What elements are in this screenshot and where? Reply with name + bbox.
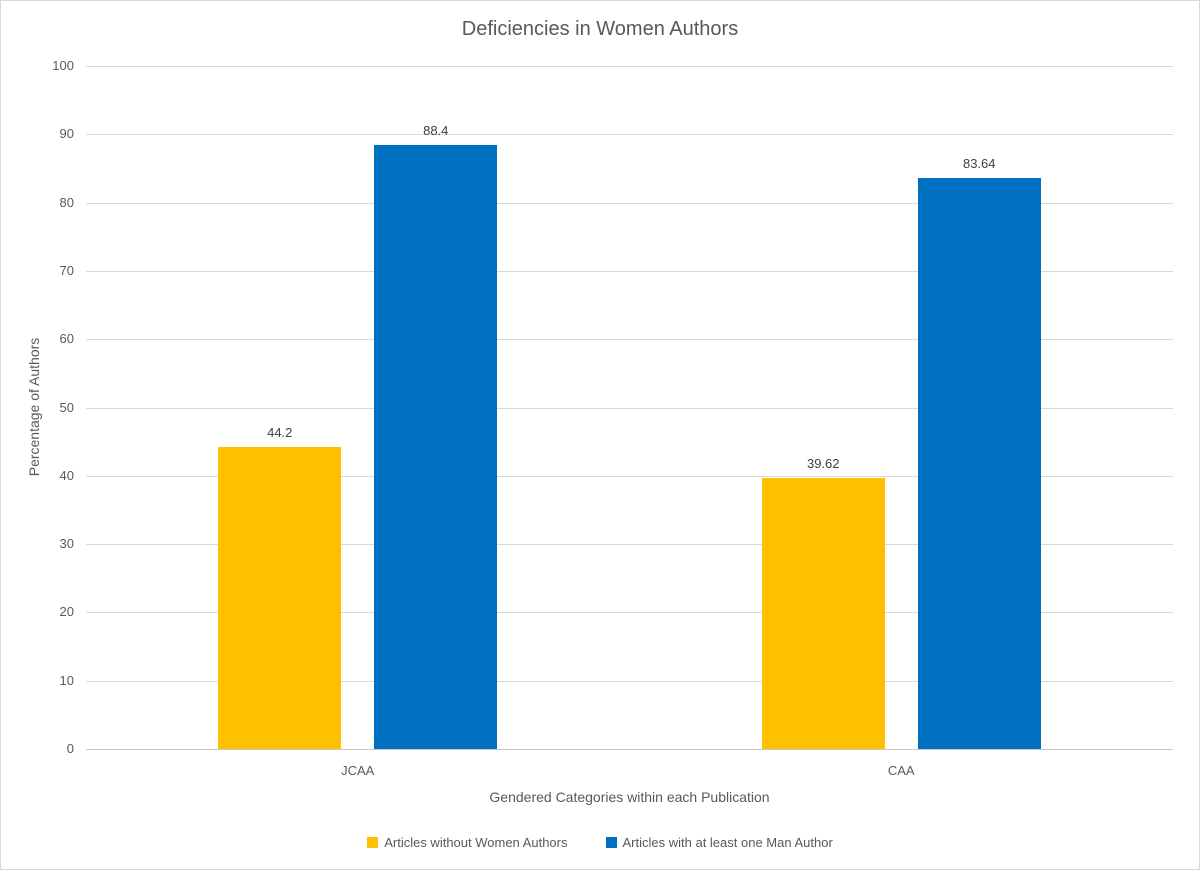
gridline — [86, 339, 1173, 341]
y-tick-label: 100 — [52, 58, 74, 73]
x-axis-title: Gendered Categories within each Publicat… — [489, 789, 770, 805]
y-tick-label: 50 — [59, 399, 74, 415]
data-label: 44.2 — [267, 425, 293, 441]
gridline — [86, 66, 1173, 67]
bar-caa-series-1 — [761, 478, 885, 749]
x-axis-line — [86, 749, 1173, 750]
y-tick-label: 30 — [59, 536, 74, 552]
legend-label: Articles with at least one Man Author — [622, 835, 833, 850]
gridline — [86, 134, 1173, 136]
legend-swatch-icon — [367, 837, 379, 848]
y-tick-label: 20 — [59, 604, 74, 620]
bar-caa-series-2 — [917, 177, 1041, 749]
gridline — [86, 680, 1173, 682]
bar-jcaa-series-2 — [374, 145, 498, 749]
legend: Articles without Women Authors Articles w… — [1, 835, 1199, 850]
chart-title: Deficiencies in Women Authors — [461, 18, 739, 40]
gridline — [86, 407, 1173, 409]
gridline — [86, 202, 1173, 204]
gridline — [86, 612, 1173, 614]
y-tick-label: 70 — [59, 262, 74, 278]
y-tick-label: 90 — [59, 126, 74, 142]
gridline — [86, 270, 1173, 272]
gridline — [86, 475, 1173, 477]
y-tick-label: 80 — [59, 194, 74, 210]
data-label: 39.62 — [806, 456, 840, 472]
category-label-caa: CAA — [887, 763, 915, 778]
y-tick-label: 60 — [59, 331, 74, 347]
data-label: 88.4 — [423, 123, 449, 139]
gridline — [86, 544, 1173, 546]
legend-item-2: Articles with at least one Man Author — [605, 835, 833, 850]
category-label-jcaa: JCAA — [341, 763, 375, 778]
y-tick-label: 40 — [59, 467, 74, 483]
bar-jcaa-series-1 — [218, 447, 342, 749]
data-label: 83.64 — [962, 155, 996, 171]
legend-item-1: Articles without Women Authors — [367, 835, 568, 850]
y-tick-label: 10 — [59, 672, 74, 688]
y-tick-label: 0 — [66, 741, 74, 756]
legend-swatch-icon — [605, 837, 617, 848]
legend-label: Articles without Women Authors — [384, 835, 568, 850]
